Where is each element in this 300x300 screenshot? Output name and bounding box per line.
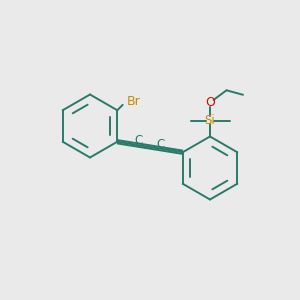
Text: C: C bbox=[156, 138, 165, 151]
Text: C: C bbox=[135, 134, 143, 147]
Text: O: O bbox=[205, 96, 215, 110]
Text: Br: Br bbox=[126, 95, 140, 108]
Text: Si: Si bbox=[205, 114, 215, 128]
